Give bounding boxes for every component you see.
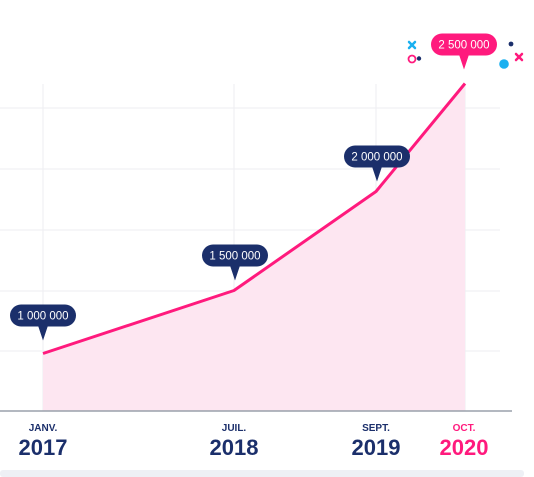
- ring-icon: [407, 54, 417, 64]
- x-tick-year: 2019: [352, 435, 401, 460]
- data-label: 1 500 000: [202, 244, 268, 281]
- confetti-decoration: [407, 40, 524, 69]
- data-label: 2 000 000: [344, 145, 410, 182]
- x-tick-labels: JANV.2017 JUIL.2018 SEPT.2019 OCT.2020: [19, 423, 489, 460]
- area-fill: [43, 83, 465, 411]
- cross-icon: [407, 40, 417, 50]
- data-label-text: 1 000 000: [17, 311, 68, 323]
- cross-icon: [514, 52, 524, 62]
- x-tick-month: SEPT.: [362, 423, 390, 434]
- dot-icon: [508, 41, 514, 47]
- dot-icon: [416, 56, 422, 61]
- data-label: 2 500 000: [431, 33, 497, 70]
- data-label-text: 1 500 000: [209, 251, 260, 263]
- x-tick-year: 2020: [440, 435, 489, 460]
- x-tick-month: JUIL.: [222, 423, 247, 434]
- data-label-text: 2 000 000: [351, 152, 402, 164]
- data-labels: 1 000 000 1 500 000 2 000 000 2 500 000: [10, 33, 497, 341]
- x-tick-year: 2017: [19, 435, 68, 460]
- x-tick-year: 2018: [210, 435, 259, 460]
- x-tick-month: OCT.: [453, 423, 476, 434]
- data-label-text: 2 500 000: [438, 40, 489, 52]
- dot-icon: [499, 59, 509, 69]
- data-label: 1 000 000: [10, 304, 76, 341]
- x-tick-month: JANV.: [29, 423, 58, 434]
- bottom-scroll-bar: [0, 470, 524, 477]
- series-line: [42, 82, 467, 355]
